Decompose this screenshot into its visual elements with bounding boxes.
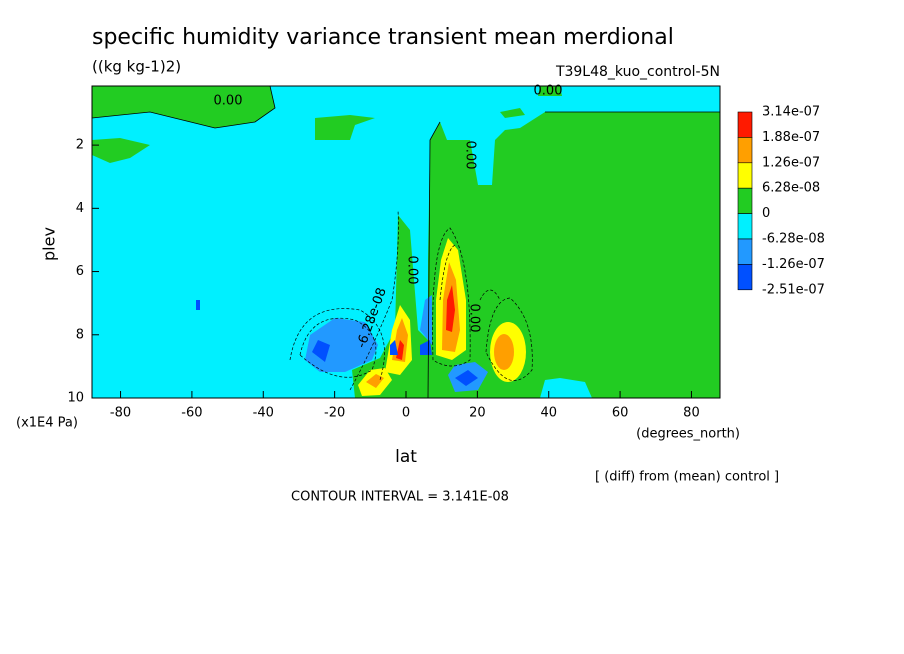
colorbar-label: -2.51e-07 — [762, 282, 825, 297]
contour-label: 0.00 — [534, 84, 563, 99]
contour-label: 0.00 — [467, 304, 482, 333]
contour-line — [299, 317, 377, 378]
colorbar-box — [737, 137, 753, 164]
contour-interval: CONTOUR INTERVAL = 3.141E-08 — [291, 490, 509, 505]
x-tick-label: -40 — [253, 406, 274, 421]
x-tick-label: 40 — [540, 406, 557, 421]
note: [ (diff) from (mean) control ] — [595, 470, 779, 485]
contour-region — [390, 340, 398, 355]
colorbar-box — [737, 213, 753, 240]
contour-region — [500, 108, 525, 118]
colorbar-label: 1.26e-07 — [762, 155, 820, 170]
x-axis-label: lat — [395, 447, 417, 467]
y-tick-label: 4 — [76, 201, 84, 216]
chart-title: specific humidity variance transient mea… — [92, 25, 674, 50]
y-units: (x1E4 Pa) — [16, 416, 78, 431]
contour-line — [485, 297, 533, 381]
contour-region — [538, 86, 562, 96]
colorbar-label: 3.14e-07 — [762, 105, 820, 120]
colorbar-box — [737, 264, 753, 291]
contour-region — [455, 370, 478, 386]
x-units: (degrees_north) — [636, 427, 740, 442]
x-tick-label: 60 — [612, 406, 629, 421]
contour-region — [196, 300, 200, 310]
contour-line — [439, 244, 456, 301]
contour-region — [494, 334, 514, 370]
colorbar-box — [737, 162, 753, 189]
colorbar-box — [737, 187, 753, 214]
colorbar-label: 1.88e-07 — [762, 130, 820, 145]
contour-label: 0.00 — [463, 141, 478, 170]
contour-field — [92, 86, 720, 398]
contour-region — [420, 340, 432, 355]
contour-region — [312, 340, 330, 362]
y-tick-label: 6 — [76, 264, 84, 279]
colorbar-label: 6.28e-08 — [762, 181, 820, 196]
y-axis-label: plev — [40, 227, 59, 261]
contour-region — [446, 285, 455, 332]
colorbar-box — [737, 111, 753, 138]
x-tick-label: 20 — [469, 406, 486, 421]
colorbar-box — [737, 238, 753, 265]
contour-region — [92, 86, 275, 128]
contour-label: 0.00 — [405, 256, 420, 285]
y-tick-label: 8 — [76, 327, 84, 342]
colorbar-label: 0 — [762, 206, 770, 221]
contour-line — [289, 308, 385, 381]
y-tick-label: 2 — [76, 138, 84, 153]
colorbar-label: -6.28e-08 — [762, 232, 825, 247]
contour-label: 0.00 — [214, 94, 243, 109]
x-tick-label: -80 — [110, 406, 131, 421]
contour-line — [432, 227, 471, 367]
subtitle: ((kg kg-1)2) — [92, 58, 181, 76]
x-tick-label: 80 — [683, 406, 700, 421]
x-tick-label: 0 — [402, 406, 410, 421]
contour-line — [92, 86, 720, 398]
x-tick-label: -60 — [181, 406, 202, 421]
contour-region — [366, 374, 384, 388]
contour-region — [315, 115, 375, 140]
dataset-label: T39L48_kuo_control-5N — [555, 64, 720, 80]
contour-region — [92, 138, 150, 163]
x-tick-label: -20 — [324, 406, 345, 421]
contour-line — [479, 289, 501, 301]
y-tick-label: 10 — [67, 391, 84, 406]
colorbar-label: -1.26e-07 — [762, 257, 825, 272]
